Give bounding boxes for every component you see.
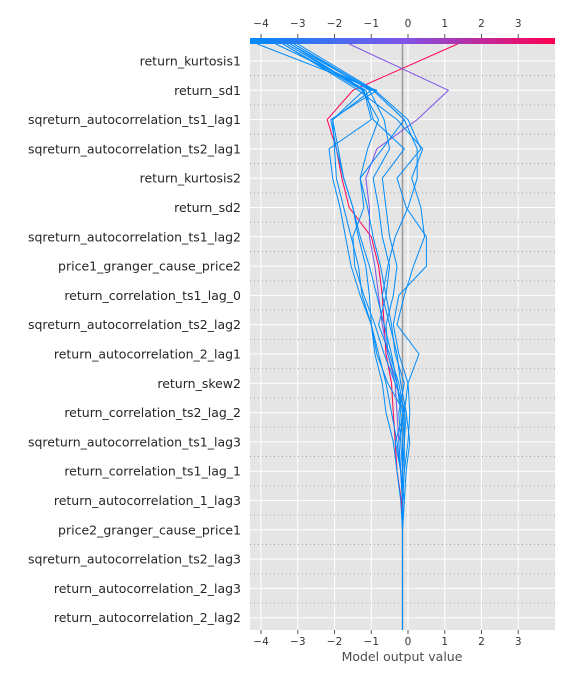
feature-label: return_autocorrelation_2_lag2 [54,610,241,625]
feature-label: sqreturn_autocorrelation_ts1_lag2 [28,229,241,244]
feature-label: return_correlation_ts1_lag_0 [64,288,241,303]
feature-label: price1_granger_cause_price2 [58,259,241,274]
feature-label: return_autocorrelation_2_lag1 [54,347,241,362]
top-tick-label: −1 [364,18,379,30]
feature-label: price2_granger_cause_price1 [58,522,241,537]
bottom-tick-label: 2 [478,636,485,648]
bottom-tick-label: −1 [364,636,379,648]
top-tick-label: 0 [405,18,412,30]
feature-label: return_autocorrelation_2_lag3 [54,581,241,596]
feature-label: return_autocorrelation_1_lag3 [54,493,241,508]
bottom-tick-label: −2 [327,636,342,648]
top-tick-label: 1 [441,18,448,30]
feature-label: return_skew2 [157,376,241,391]
bottom-tick-label: 1 [441,636,448,648]
bottom-tick-label: 3 [515,636,522,648]
feature-label: sqreturn_autocorrelation_ts2_lag1 [28,141,241,156]
feature-label: return_kurtosis1 [140,54,241,69]
top-tick-label: −2 [327,18,342,30]
feature-label: sqreturn_autocorrelation_ts1_lag3 [28,434,241,449]
decision-line-12 [290,43,403,630]
bottom-tick-label: −3 [290,636,305,648]
feature-label: return_sd2 [174,200,241,215]
feature-label: sqreturn_autocorrelation_ts2_lag3 [28,552,241,567]
feature-label: return_correlation_ts1_lag_1 [64,464,241,479]
feature-label: return_correlation_ts2_lag_2 [64,405,241,420]
feature-label: sqreturn_autocorrelation_ts2_lag2 [28,317,241,332]
top-tick-label: −3 [290,18,305,30]
bottom-tick-label: −4 [253,636,269,648]
x-axis-title: Model output value [342,649,463,664]
feature-label: sqreturn_autocorrelation_ts1_lag1 [28,112,241,127]
top-tick-label: −4 [253,18,269,30]
colorbar [250,38,555,44]
feature-label: return_kurtosis2 [140,171,241,186]
top-tick-label: 3 [515,18,522,30]
feature-label: return_sd1 [174,83,241,98]
bottom-tick-label: 0 [405,636,412,648]
top-tick-label: 2 [478,18,485,30]
